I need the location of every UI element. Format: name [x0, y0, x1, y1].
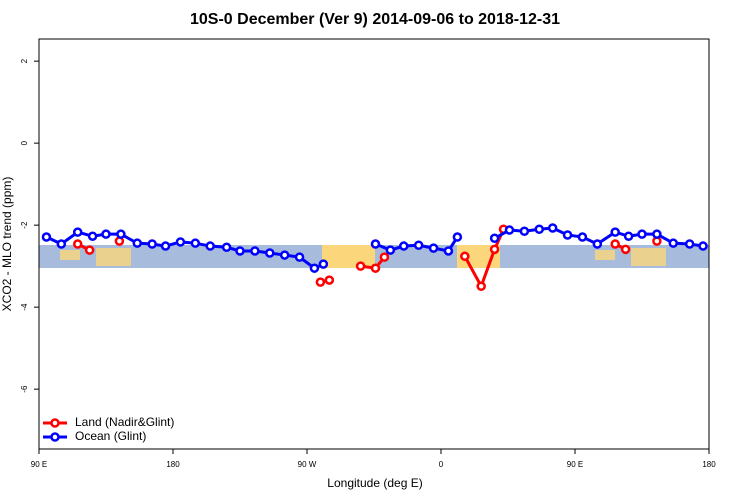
x-tick-label: 90 E	[567, 460, 583, 469]
data-point	[324, 275, 335, 285]
data-point	[370, 239, 381, 249]
land-strip	[322, 245, 375, 268]
data-point	[610, 239, 620, 249]
land-strip	[96, 248, 131, 266]
data-point	[519, 226, 530, 237]
land-strip	[595, 250, 615, 260]
y-tick-label: 0	[20, 140, 29, 145]
y-tick-label: 2	[20, 58, 29, 63]
data-point	[309, 263, 320, 273]
data-point	[476, 281, 486, 291]
data-point	[504, 225, 515, 235]
data-point	[175, 237, 186, 247]
data-point	[489, 233, 500, 244]
data-point	[547, 223, 558, 233]
data-point	[452, 232, 463, 242]
data-point	[190, 238, 201, 248]
data-point	[87, 231, 98, 241]
data-point	[370, 263, 381, 273]
data-point	[41, 232, 52, 242]
data-point	[279, 250, 290, 260]
data-point	[413, 240, 424, 250]
chart-title: 10S-0 December (Ver 9) 2014-09-06 to 201…	[190, 11, 560, 28]
data-point	[577, 232, 588, 242]
data-point	[460, 251, 470, 262]
surface-strip	[39, 245, 709, 268]
data-point	[250, 246, 260, 256]
y-axis-label: XCO2 - MLO trend (ppm)	[0, 177, 14, 312]
data-point	[315, 277, 326, 287]
data-point	[385, 245, 396, 255]
data-point	[652, 229, 662, 239]
data-point	[235, 246, 245, 256]
data-point	[698, 241, 708, 251]
x-tick-label: 180	[166, 460, 180, 469]
data-point	[318, 259, 329, 269]
data-point	[101, 229, 111, 239]
data-point	[620, 244, 631, 255]
x-tick-label: 0	[439, 460, 444, 469]
data-point	[355, 261, 366, 271]
y-tick-label: -4	[20, 303, 29, 311]
data-point	[205, 241, 215, 251]
data-point	[668, 238, 679, 248]
data-point	[265, 248, 275, 258]
data-point	[116, 229, 126, 239]
legend-marker	[50, 418, 60, 428]
data-point	[428, 243, 439, 253]
data-point	[637, 229, 647, 239]
data-point	[443, 246, 454, 256]
plot-frame	[38, 38, 710, 450]
x-tick-label: 90 W	[298, 460, 317, 469]
land-strip	[631, 248, 666, 266]
y-tick-label: -2	[20, 221, 29, 229]
data-point	[72, 239, 83, 249]
data-point	[84, 245, 95, 255]
y-tick-label: -6	[20, 385, 29, 393]
data-point	[684, 239, 695, 249]
x-tick-label: 180	[702, 460, 716, 469]
data-point	[132, 238, 143, 248]
data-point	[72, 227, 83, 237]
data-point	[221, 242, 232, 253]
data-point	[592, 239, 603, 249]
data-point	[399, 241, 409, 251]
data-point	[147, 239, 157, 249]
data-point	[294, 252, 305, 262]
land-strip	[60, 250, 80, 260]
data-point	[534, 224, 545, 234]
data-point	[623, 231, 634, 241]
data-point	[489, 244, 500, 255]
data-point	[160, 241, 171, 251]
data-point	[562, 230, 573, 240]
x-axis-label: Longitude (deg E)	[327, 476, 422, 490]
x-tick-label: 90 E	[31, 460, 47, 469]
data-point	[379, 252, 390, 262]
legend-marker	[50, 432, 60, 442]
data-point	[610, 227, 620, 237]
legend-label: Ocean (Glint)	[75, 429, 146, 443]
data-point	[56, 239, 67, 249]
legend-label: Land (Nadir&Glint)	[75, 415, 174, 429]
